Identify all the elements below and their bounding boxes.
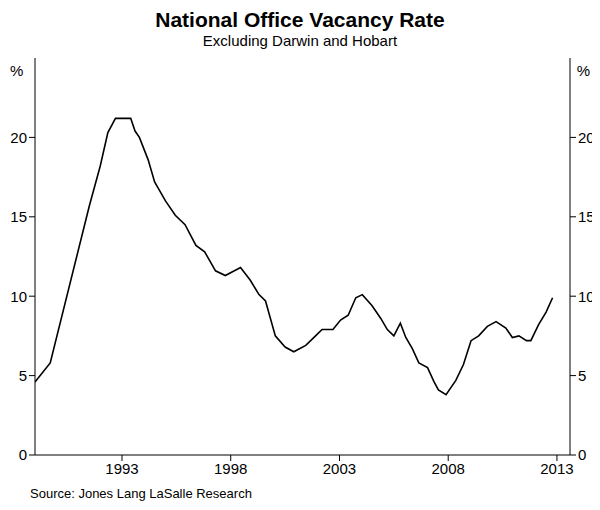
svg-text:15: 15: [578, 208, 592, 225]
html-text:Source: Jones Lang LaSalle Res: Source: Jones Lang LaSalle Research: [30, 486, 252, 501]
svg-text:5: 5: [578, 367, 586, 384]
svg-text:20: 20: [578, 129, 592, 146]
svg-text:1993: 1993: [105, 460, 138, 477]
svg-text:2013: 2013: [540, 460, 573, 477]
svg-text:10: 10: [578, 288, 592, 305]
svg-text:10: 10: [10, 288, 27, 305]
svg-text:5: 5: [19, 367, 27, 384]
svg-text:0: 0: [578, 446, 586, 463]
svg-text:20: 20: [10, 129, 27, 146]
svg-text:15: 15: [10, 208, 27, 225]
svg-text:2003: 2003: [323, 460, 356, 477]
html-text:National Office Vacancy Rate: National Office Vacancy Rate: [155, 8, 445, 31]
svg-text:1998: 1998: [214, 460, 247, 477]
html-text:Excluding Darwin and Hobart: Excluding Darwin and Hobart: [202, 32, 398, 49]
svg-text:0: 0: [19, 446, 27, 463]
svg-text:2008: 2008: [432, 460, 465, 477]
